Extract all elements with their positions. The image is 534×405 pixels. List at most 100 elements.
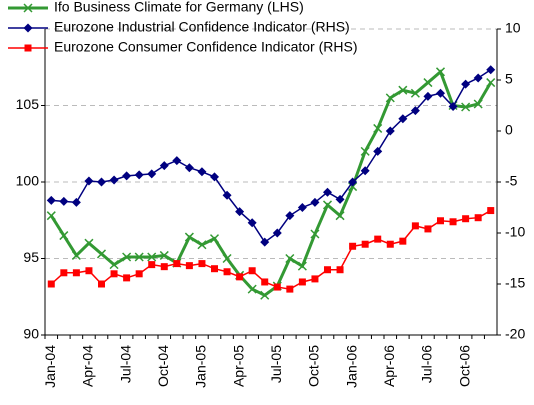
- marker: [461, 102, 471, 112]
- marker: [385, 126, 395, 136]
- marker: [185, 262, 193, 270]
- y2-tick-label: -20: [505, 326, 525, 342]
- x-tick-label: Oct-04: [155, 345, 171, 387]
- marker: [335, 211, 345, 221]
- marker: [423, 78, 433, 88]
- marker: [235, 207, 245, 217]
- marker: [386, 240, 394, 248]
- marker: [84, 238, 94, 248]
- marker: [147, 169, 157, 179]
- marker: [448, 102, 458, 112]
- x-tick-label: Jan-04: [42, 345, 58, 388]
- marker: [398, 85, 408, 95]
- x-tick-label: Oct-05: [306, 345, 322, 387]
- y2-tick-label: -15: [505, 275, 525, 291]
- marker: [424, 225, 432, 233]
- y2-tick-label: -10: [505, 224, 525, 240]
- marker: [272, 228, 282, 238]
- marker: [461, 79, 471, 89]
- marker: [46, 195, 56, 205]
- marker: [135, 270, 143, 278]
- marker: [411, 222, 419, 230]
- x-tick-label: Apr-06: [381, 345, 397, 387]
- marker: [486, 78, 496, 88]
- marker: [473, 73, 483, 83]
- marker: [449, 218, 457, 226]
- marker: [410, 106, 420, 116]
- y2-tick-label: 10: [505, 20, 521, 36]
- marker: [310, 197, 320, 207]
- marker: [286, 285, 294, 293]
- marker: [96, 249, 107, 259]
- marker: [46, 211, 56, 221]
- marker: [473, 99, 483, 109]
- marker: [297, 203, 307, 212]
- marker: [335, 194, 345, 204]
- marker: [85, 267, 93, 275]
- marker: [223, 268, 231, 276]
- marker: [184, 232, 194, 242]
- marker: [487, 207, 495, 215]
- marker: [222, 253, 232, 264]
- marker: [385, 93, 395, 103]
- marker: [247, 284, 257, 294]
- marker: [486, 65, 496, 75]
- marker: [159, 250, 169, 260]
- marker: [197, 240, 207, 250]
- marker: [148, 261, 156, 269]
- x-tick-label: Oct-06: [456, 345, 472, 387]
- y-tick-label: 105: [16, 96, 40, 112]
- marker: [222, 190, 232, 200]
- marker: [109, 175, 119, 185]
- y-tick-label: 95: [23, 249, 39, 265]
- marker: [435, 67, 446, 77]
- marker: [59, 231, 69, 241]
- marker: [198, 260, 206, 268]
- marker: [261, 278, 269, 286]
- legend-label: Eurozone Consumer Confidence Indicator (…: [54, 39, 357, 55]
- marker: [173, 260, 181, 268]
- marker: [84, 176, 94, 186]
- marker: [72, 269, 80, 277]
- marker: [398, 114, 408, 124]
- x-tick-label: Apr-04: [80, 345, 96, 387]
- marker: [59, 196, 69, 206]
- marker: [373, 146, 383, 156]
- marker: [285, 211, 295, 221]
- marker: [260, 290, 270, 300]
- marker: [311, 275, 319, 283]
- marker: [399, 237, 407, 245]
- marker: [310, 229, 320, 239]
- marker: [109, 260, 119, 270]
- marker: [134, 252, 144, 262]
- legend-label: Ifo Business Climate for Germany (LHS): [54, 0, 304, 15]
- marker: [373, 123, 383, 133]
- marker: [160, 263, 168, 271]
- marker: [273, 283, 281, 291]
- marker: [474, 214, 482, 222]
- y-tick-label: 90: [23, 326, 39, 342]
- marker: [211, 265, 218, 273]
- x-tick-label: Jul-05: [268, 345, 284, 383]
- marker: [209, 234, 220, 244]
- marker: [348, 177, 358, 187]
- marker: [410, 88, 420, 98]
- marker: [123, 274, 131, 282]
- marker: [248, 267, 256, 275]
- y2-tick-label: 0: [505, 122, 513, 138]
- marker: [236, 273, 244, 281]
- marker: [374, 235, 382, 243]
- marker: [260, 237, 270, 247]
- marker: [361, 240, 369, 248]
- x-tick-label: Jul-06: [419, 345, 435, 383]
- marker: [349, 242, 357, 250]
- y2-tick-label: -5: [505, 173, 518, 189]
- marker: [298, 278, 306, 286]
- x-tick-label: Jan-05: [193, 345, 209, 388]
- marker: [336, 266, 344, 274]
- x-tick-label: Jan-06: [343, 345, 359, 388]
- marker: [423, 91, 433, 101]
- marker: [24, 44, 32, 52]
- marker: [285, 253, 295, 264]
- marker: [147, 252, 157, 262]
